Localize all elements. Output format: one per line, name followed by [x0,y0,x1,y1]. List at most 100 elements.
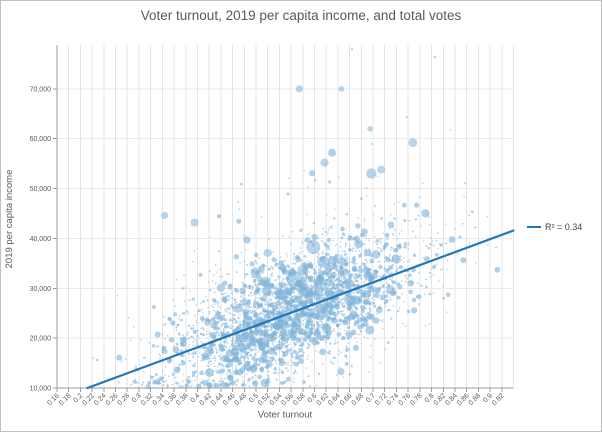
data-point[interactable] [206,333,208,336]
data-point[interactable] [425,245,428,248]
data-point[interactable] [153,375,155,378]
data-point[interactable] [351,249,354,252]
data-point[interactable] [265,301,268,304]
data-point[interactable] [274,331,278,335]
data-point[interactable] [252,381,256,385]
data-point[interactable] [354,273,360,279]
data-point[interactable] [237,353,239,355]
data-point[interactable] [197,356,200,358]
data-point[interactable] [374,205,377,208]
data-point[interactable] [334,264,337,267]
data-point[interactable] [372,269,379,275]
data-point[interactable] [177,382,180,385]
data-point[interactable] [229,326,232,329]
data-point[interactable] [399,255,402,258]
data-point[interactable] [377,247,380,249]
data-point[interactable] [272,314,275,317]
data-point[interactable] [279,330,283,334]
data-point[interactable] [347,330,349,332]
data-point[interactable] [365,287,368,290]
data-point[interactable] [310,261,312,264]
data-point[interactable] [200,347,203,350]
data-point[interactable] [230,364,233,367]
data-point[interactable] [377,290,379,293]
data-point[interactable] [353,306,356,309]
data-point[interactable] [286,339,289,342]
data-point[interactable] [379,319,381,322]
data-point[interactable] [311,360,313,363]
data-point[interactable] [188,375,190,378]
data-point[interactable] [401,202,407,208]
data-point[interactable] [286,376,291,382]
data-point[interactable] [182,311,186,315]
data-point[interactable] [409,259,411,261]
data-point[interactable] [419,225,422,227]
data-point[interactable] [225,339,228,342]
data-point[interactable] [281,302,284,305]
data-point[interactable] [406,260,410,263]
data-point[interactable] [231,321,234,324]
data-point[interactable] [328,254,331,256]
data-point[interactable] [422,240,425,242]
data-point[interactable] [392,305,395,307]
data-point[interactable] [258,342,267,351]
data-point[interactable] [217,250,220,253]
data-point[interactable] [237,343,242,348]
data-point[interactable] [192,260,194,263]
data-point[interactable] [323,281,326,284]
data-point[interactable] [241,309,244,312]
data-point[interactable] [200,381,204,385]
data-point[interactable] [424,278,427,281]
data-point[interactable] [297,315,299,317]
data-point[interactable] [324,270,327,272]
data-point[interactable] [227,284,231,287]
data-point[interactable] [360,264,362,267]
data-point[interactable] [354,295,357,298]
data-point[interactable] [351,266,357,272]
data-point[interactable] [242,292,245,295]
data-point[interactable] [291,230,294,233]
data-point[interactable] [142,356,146,359]
data-point[interactable] [273,349,276,352]
data-point[interactable] [446,268,448,271]
data-point[interactable] [296,312,299,315]
data-point[interactable] [267,333,271,337]
data-point[interactable] [340,226,345,232]
data-point[interactable] [337,368,345,376]
data-point[interactable] [437,231,439,234]
data-point[interactable] [337,311,339,313]
data-point[interactable] [289,297,292,300]
data-point[interactable] [295,316,298,319]
data-point[interactable] [223,344,226,347]
data-point[interactable] [403,218,407,223]
data-point[interactable] [384,348,387,351]
data-point[interactable] [242,355,247,360]
data-point[interactable] [286,338,289,340]
data-point[interactable] [181,287,184,290]
data-point[interactable] [316,291,318,293]
data-point[interactable] [273,308,276,311]
data-point[interactable] [331,286,335,290]
data-point[interactable] [433,245,435,247]
data-point[interactable] [231,358,236,362]
data-point[interactable] [276,310,278,313]
data-point[interactable] [245,306,248,309]
data-point[interactable] [181,336,187,341]
data-point[interactable] [159,378,162,380]
data-point[interactable] [366,336,369,339]
data-point[interactable] [213,383,219,389]
data-point[interactable] [382,292,385,294]
data-point[interactable] [407,244,410,246]
data-point[interactable] [220,382,223,385]
data-point[interactable] [290,359,292,362]
data-point[interactable] [366,168,377,179]
data-point[interactable] [378,264,383,270]
data-point[interactable] [259,296,264,301]
data-point[interactable] [320,158,329,167]
data-point[interactable] [284,330,286,333]
data-point[interactable] [347,285,352,290]
data-point[interactable] [206,371,209,373]
data-point[interactable] [327,305,330,308]
data-point[interactable] [216,349,219,352]
data-point[interactable] [329,327,332,330]
